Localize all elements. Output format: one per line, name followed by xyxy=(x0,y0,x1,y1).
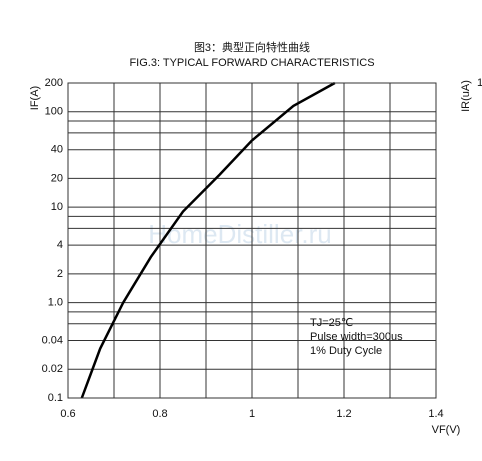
x-tick-label: 0.6 xyxy=(60,408,75,420)
watermark: HomeDistiller.ru xyxy=(148,219,332,249)
plot-frame xyxy=(67,82,437,399)
y-tick-label: 100 xyxy=(45,106,63,118)
y-tick-label: 20 xyxy=(51,172,63,184)
y2-axis-label: IR(uA) xyxy=(460,80,472,112)
x-tick-label: 1.4 xyxy=(428,408,443,420)
y2-tick-label: 1 xyxy=(477,77,482,89)
y-tick-label: 0.1 xyxy=(48,392,63,404)
y-tick-label: 200 xyxy=(45,77,63,89)
y-tick-label: 40 xyxy=(51,144,63,156)
y-tick-label: 2 xyxy=(57,268,63,280)
y-tick-label: 0.02 xyxy=(42,363,63,375)
annotation: 1% Duty Cycle xyxy=(310,345,382,357)
y-tick-label: 1.0 xyxy=(48,296,63,308)
data-line xyxy=(80,81,336,399)
chart-subtitle: FIG.3: TYPICAL FORWARD CHARACTERISTICS xyxy=(129,57,374,69)
chart-title: 图3：典型正向特性曲线 xyxy=(194,40,310,54)
annotation: Pulse width=300us xyxy=(310,331,403,343)
y-tick-label: 10 xyxy=(51,201,63,213)
x-axis-label: VF(V) xyxy=(432,424,461,436)
y-axis-label: IF(A) xyxy=(29,86,41,110)
annotation: TJ=25℃ xyxy=(310,317,353,329)
y-tick-label: 0.04 xyxy=(42,334,63,346)
x-tick-label: 0.8 xyxy=(152,408,167,420)
x-tick-label: 1.2 xyxy=(336,408,351,420)
x-tick-label: 1 xyxy=(249,408,255,420)
y-tick-label: 4 xyxy=(57,239,63,251)
